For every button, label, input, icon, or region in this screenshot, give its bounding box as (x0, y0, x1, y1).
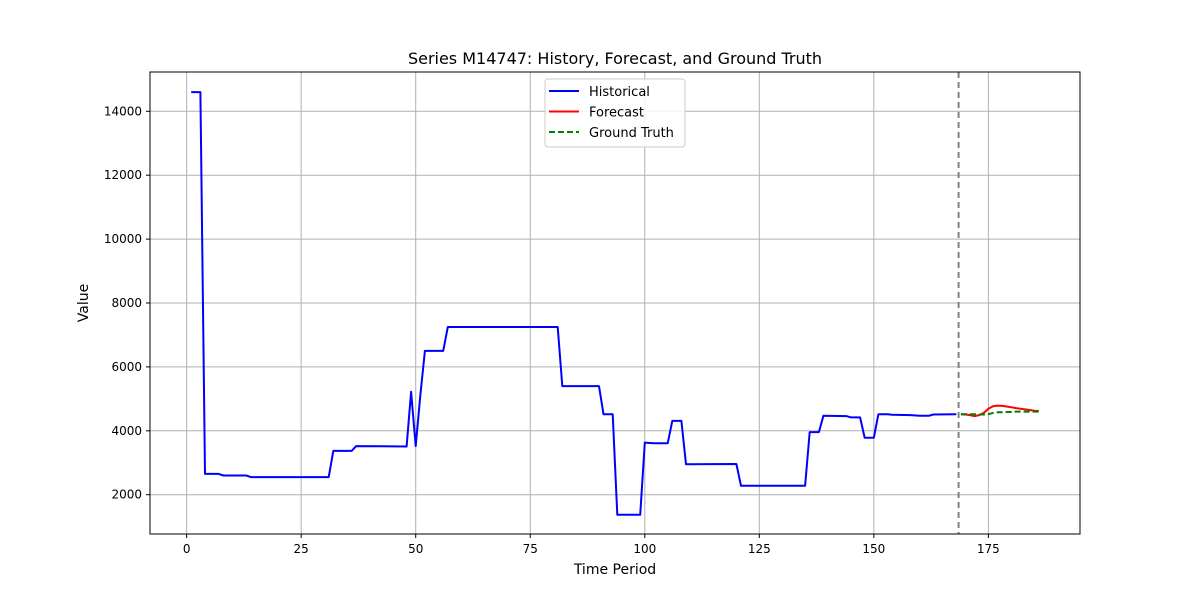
grid (150, 72, 1080, 534)
x-tick-label: 150 (862, 542, 885, 556)
x-tick-label: 25 (294, 542, 309, 556)
y-tick-label: 2000 (111, 488, 142, 502)
y-tick-label: 12000 (104, 168, 142, 182)
legend-label-historical: Historical (589, 85, 650, 100)
x-tick-label: 75 (523, 542, 538, 556)
x-tick-label: 50 (408, 542, 423, 556)
forecast-line (960, 404, 1039, 418)
series-lines (191, 91, 1039, 516)
y-axis-label: Value (76, 284, 92, 322)
legend: Historical Forecast Ground Truth (544, 78, 686, 148)
x-tick-label: 100 (633, 542, 656, 556)
legend-label-ground-truth: Ground Truth (589, 126, 674, 141)
x-axis-label: Time Period (573, 562, 656, 578)
y-tick-label: 14000 (104, 104, 142, 118)
x-axis-ticks: 0 25 50 75 100 125 150 175 (183, 534, 1000, 556)
y-tick-label: 10000 (104, 232, 142, 246)
x-tick-label: 175 (977, 542, 1000, 556)
y-tick-label: 8000 (111, 296, 142, 310)
historical-line (191, 91, 957, 516)
legend-label-forecast: Forecast (589, 106, 644, 121)
ground-truth-line (960, 410, 1039, 416)
x-tick-label: 125 (748, 542, 771, 556)
y-tick-label: 6000 (111, 360, 142, 374)
x-tick-label: 0 (183, 542, 191, 556)
legend-box (544, 78, 686, 148)
y-axis-ticks: 2000 4000 6000 8000 10000 12000 14000 (104, 104, 150, 502)
y-tick-label: 4000 (111, 424, 142, 438)
chart-title: Series M14747: History, Forecast, and Gr… (408, 49, 822, 68)
